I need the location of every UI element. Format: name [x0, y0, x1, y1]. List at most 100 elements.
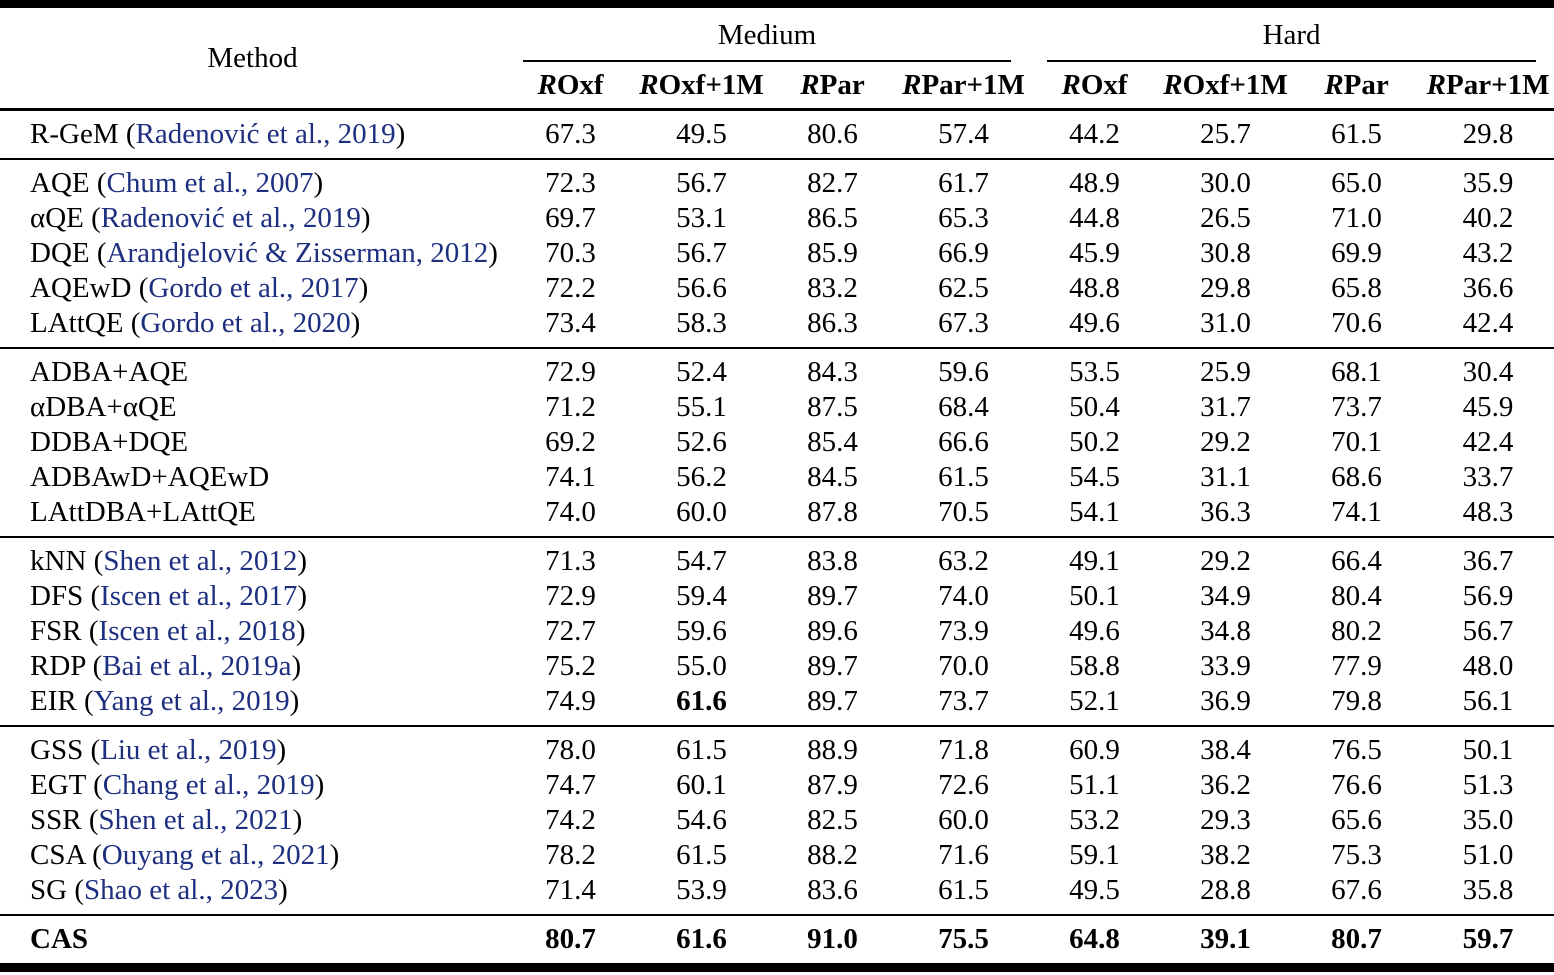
value-cell: 71.0 — [1331, 202, 1382, 234]
method-name: AQE — [30, 167, 90, 199]
value-cell: 31.0 — [1200, 307, 1251, 339]
rule-under-medium — [523, 60, 1012, 62]
value-cell: 50.4 — [1069, 391, 1120, 423]
value-cell: 43.2 — [1462, 237, 1514, 269]
citation-link[interactable]: Radenović et al., 2019 — [100, 202, 361, 234]
value-cell: 48.3 — [1462, 496, 1514, 528]
value-cell: 65.6 — [1331, 804, 1382, 836]
citation-link[interactable]: Gordo et al., 2017 — [148, 272, 359, 304]
value-cell: 48.8 — [1069, 272, 1120, 304]
value-cell: 25.9 — [1200, 356, 1251, 388]
value-cell: 38.4 — [1200, 734, 1251, 766]
value-cell: 80.7 — [545, 923, 596, 955]
table-row: CAS 80.7 61.6 91.0 75.5 64.8 39.1 80.7 59.7 — [0, 915, 1554, 968]
citation-link[interactable]: Yang et al., 2019 — [93, 685, 290, 717]
table-row: DFS (Iscen et al., 2017) 72.9 59.4 89.7 74.0… — [0, 579, 1554, 614]
value-cell: 80.7 — [1331, 923, 1382, 955]
citation-link[interactable]: Arandjelović & Zisserman, 2012 — [106, 237, 489, 269]
citation-link[interactable]: Gordo et al., 2020 — [140, 307, 351, 339]
table-row: LAttQE (Gordo et al., 2020) 73.4 58.3 86.3 6… — [0, 306, 1554, 348]
value-cell: 80.6 — [807, 118, 858, 150]
value-cell: 75.5 — [938, 923, 989, 955]
value-cell: 29.3 — [1200, 804, 1251, 836]
citation-link[interactable]: Iscen et al., 2018 — [98, 615, 296, 647]
dataset-letter-r: R — [1426, 68, 1446, 101]
value-cell: 51.3 — [1462, 769, 1514, 801]
citation-link[interactable]: Iscen et al., 2017 — [100, 580, 298, 612]
value-cell: 66.6 — [938, 426, 989, 458]
value-cell: 71.6 — [938, 839, 989, 871]
citation-link[interactable]: Chum et al., 2007 — [106, 167, 314, 199]
citation-link[interactable]: Liu et al., 2019 — [100, 734, 277, 766]
table-row: αQE (Radenović et al., 2019) 69.7 53.1 86.5… — [0, 201, 1554, 236]
value-cell: 85.4 — [807, 426, 858, 458]
value-cell: 36.6 — [1462, 272, 1514, 304]
value-cell: 77.9 — [1331, 650, 1382, 682]
dataset-letter-r: R — [639, 68, 659, 101]
method-cell: SG (Shao et al., 2023) — [30, 874, 288, 906]
table-group: ADBA+AQE 72.9 52.4 84.3 59.6 53.5 25.9 68.1 30.4… — [0, 348, 1554, 537]
method-name: DQE — [30, 237, 90, 269]
value-cell: 34.8 — [1200, 615, 1251, 647]
value-cell: 56.1 — [1462, 685, 1514, 717]
method-name: SG — [30, 874, 68, 906]
value-cell: 89.6 — [807, 615, 858, 647]
method-name: SSR — [30, 804, 82, 836]
value-cell: 61.6 — [676, 685, 727, 717]
citation-link[interactable]: Shen et al., 2021 — [98, 804, 293, 836]
value-cell: 75.2 — [545, 650, 596, 682]
value-cell: 52.4 — [676, 356, 727, 388]
table-group: R-GeM (Radenović et al., 2019) 67.3 49.5 80… — [0, 110, 1554, 160]
value-cell: 54.6 — [676, 804, 727, 836]
value-cell: 72.9 — [545, 356, 596, 388]
table-header: Method Medium Hard ROxf ROxf+1M RPar RPar+1… — [0, 4, 1554, 110]
value-cell: 30.0 — [1200, 167, 1251, 199]
method-name: kNN — [30, 545, 87, 577]
value-cell: 30.8 — [1200, 237, 1251, 269]
citation-link[interactable]: Shao et al., 2023 — [84, 874, 279, 906]
table-group: CAS 80.7 61.6 91.0 75.5 64.8 39.1 80.7 59.7 — [0, 915, 1554, 968]
dataset-letter-r: R — [902, 68, 922, 101]
column-header: ROxf — [537, 68, 604, 101]
citation-link[interactable]: Ouyang et al., 2021 — [101, 839, 330, 871]
value-cell: 60.1 — [676, 769, 727, 801]
value-cell: 70.6 — [1331, 307, 1382, 339]
value-cell: 60.0 — [938, 804, 989, 836]
value-cell: 53.9 — [676, 874, 727, 906]
value-cell: 91.0 — [807, 923, 858, 955]
rule-under-hard — [1047, 60, 1537, 62]
group-label-hard: Hard — [1262, 18, 1321, 51]
value-cell: 85.9 — [807, 237, 858, 269]
value-cell: 53.5 — [1069, 356, 1120, 388]
method-cell: GSS (Liu et al., 2019) — [30, 734, 287, 766]
subheader-row: ROxf ROxf+1M RPar RPar+1M ROxf ROxf+1M RPar RPa… — [0, 62, 1554, 110]
table-group: kNN (Shen et al., 2012) 71.3 54.7 83.8 63.2 4… — [0, 537, 1554, 726]
value-cell: 71.4 — [545, 874, 596, 906]
method-name: AQEwD — [30, 272, 132, 304]
method-cell: DDBA+DQE — [0, 425, 505, 460]
value-cell: 57.4 — [938, 118, 989, 150]
value-cell: 69.2 — [545, 426, 596, 458]
method-name: ADBAwD+AQEwD — [30, 461, 270, 493]
method-name: EIR — [30, 685, 77, 717]
value-cell: 60.0 — [676, 496, 727, 528]
citation-link[interactable]: Chang et al., 2019 — [102, 769, 315, 801]
citation-link[interactable]: Shen et al., 2012 — [103, 545, 298, 577]
value-cell: 88.2 — [807, 839, 858, 871]
method-name: αQE — [30, 202, 84, 234]
citation-link[interactable]: Bai et al., 2019a — [102, 650, 292, 682]
method-name: ADBA+AQE — [30, 356, 189, 388]
table-row: FSR (Iscen et al., 2018) 72.7 59.6 89.6 73.9… — [0, 614, 1554, 649]
value-cell: 67.3 — [938, 307, 989, 339]
value-cell: 76.6 — [1331, 769, 1382, 801]
method-name: CSA — [30, 839, 85, 871]
value-cell: 73.7 — [938, 685, 989, 717]
value-cell: 52.6 — [676, 426, 727, 458]
value-cell: 51.1 — [1069, 769, 1120, 801]
value-cell: 83.8 — [807, 545, 858, 577]
value-cell: 56.2 — [676, 461, 727, 493]
column-header: RPar — [800, 68, 865, 101]
value-cell: 74.2 — [545, 804, 596, 836]
citation-link[interactable]: Radenović et al., 2019 — [135, 118, 396, 150]
value-cell: 84.5 — [807, 461, 858, 493]
